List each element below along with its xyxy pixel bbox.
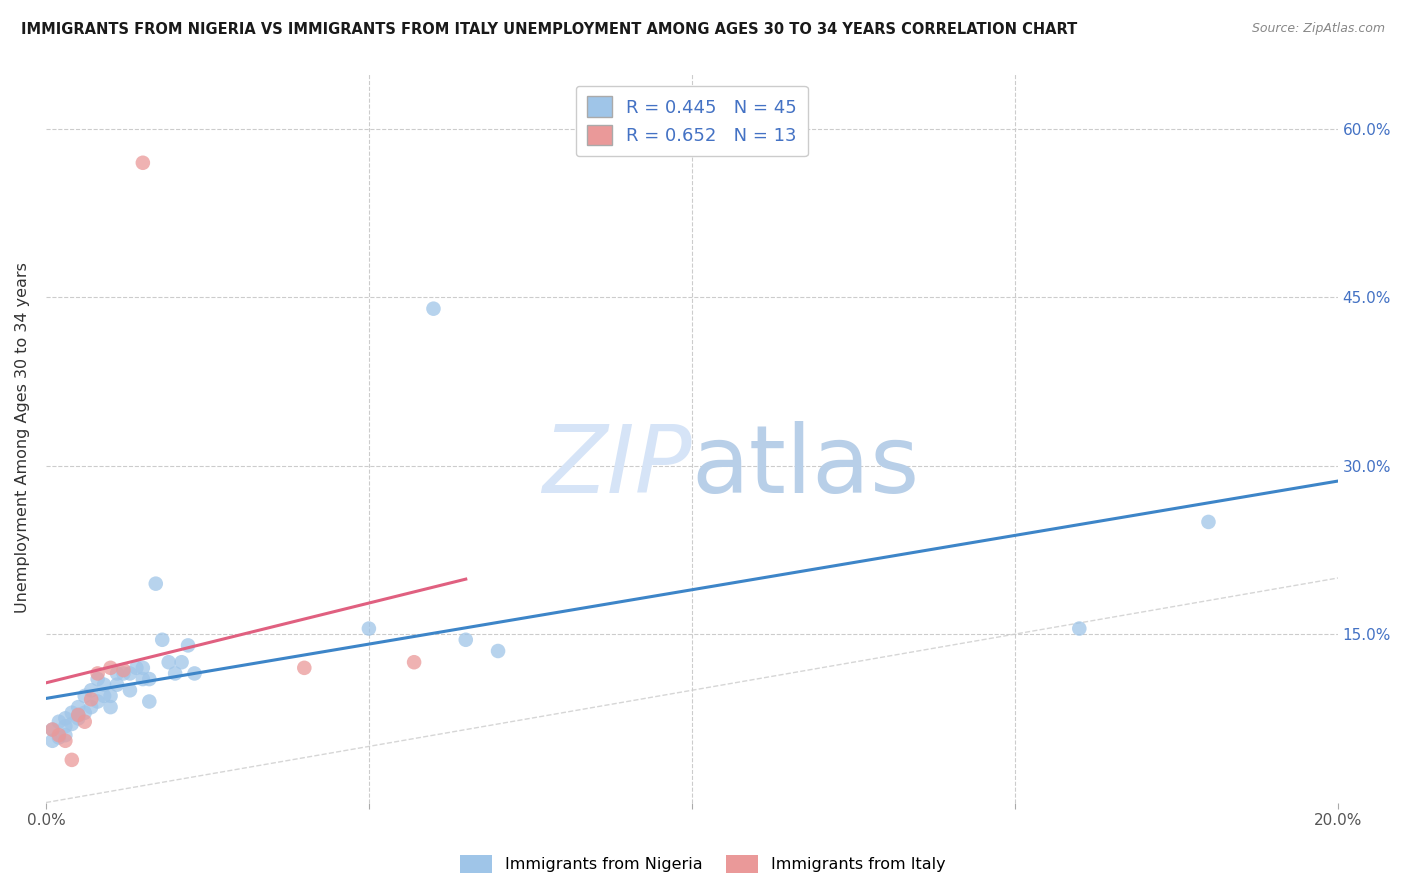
Legend: R = 0.445   N = 45, R = 0.652   N = 13: R = 0.445 N = 45, R = 0.652 N = 13 (575, 86, 808, 156)
Point (86, 694, 108, 708)
Point (357, 622, 380, 636)
Point (118, 683, 141, 698)
Point (112, 663, 135, 677)
Legend: Immigrants from Nigeria, Immigrants from Italy: Immigrants from Nigeria, Immigrants from… (454, 848, 952, 880)
Point (53, 728, 76, 742)
Point (177, 639, 200, 653)
Point (132, 672, 155, 686)
Point (41, 733, 63, 747)
Point (53, 711, 76, 725)
Point (138, 672, 160, 686)
Point (454, 632, 477, 647)
Point (53, 719, 76, 733)
Point (183, 666, 205, 681)
Point (73, 689, 96, 703)
Point (48, 731, 70, 745)
Point (67, 700, 90, 714)
Point (100, 689, 122, 703)
Point (60, 753, 83, 767)
Point (67, 711, 90, 725)
Text: Source: ZipAtlas.com: Source: ZipAtlas.com (1251, 22, 1385, 36)
Point (150, 632, 173, 647)
Point (93, 678, 115, 692)
Point (1198, 515, 1220, 529)
Point (86, 672, 108, 686)
Point (48, 714, 70, 729)
Point (138, 694, 160, 708)
Point (80, 692, 103, 706)
Point (165, 666, 187, 681)
Point (145, 576, 167, 591)
Point (67, 708, 90, 723)
Point (86, 666, 108, 681)
Point (100, 661, 122, 675)
Point (93, 689, 115, 703)
Point (73, 706, 96, 720)
Point (157, 655, 180, 669)
Y-axis label: Unemployment Among Ages 30 to 34 years: Unemployment Among Ages 30 to 34 years (15, 262, 30, 613)
Point (60, 717, 83, 731)
Point (105, 678, 128, 692)
Text: ZIP: ZIP (543, 421, 692, 512)
Text: atlas: atlas (692, 421, 920, 513)
Point (80, 683, 103, 698)
Point (53, 733, 76, 747)
Point (41, 723, 63, 737)
Point (422, 301, 444, 316)
Point (132, 155, 155, 169)
Point (100, 700, 122, 714)
Point (80, 700, 103, 714)
Point (132, 661, 155, 675)
Point (486, 644, 509, 658)
Point (105, 666, 128, 681)
Point (48, 728, 70, 742)
Point (73, 714, 96, 729)
Point (292, 661, 315, 675)
Point (1069, 622, 1091, 636)
Point (125, 661, 148, 675)
Point (112, 666, 135, 681)
Point (170, 655, 193, 669)
Point (41, 723, 63, 737)
Point (404, 655, 426, 669)
Point (67, 708, 90, 723)
Point (118, 666, 141, 681)
Text: IMMIGRANTS FROM NIGERIA VS IMMIGRANTS FROM ITALY UNEMPLOYMENT AMONG AGES 30 TO 3: IMMIGRANTS FROM NIGERIA VS IMMIGRANTS FR… (21, 22, 1077, 37)
Point (60, 706, 83, 720)
